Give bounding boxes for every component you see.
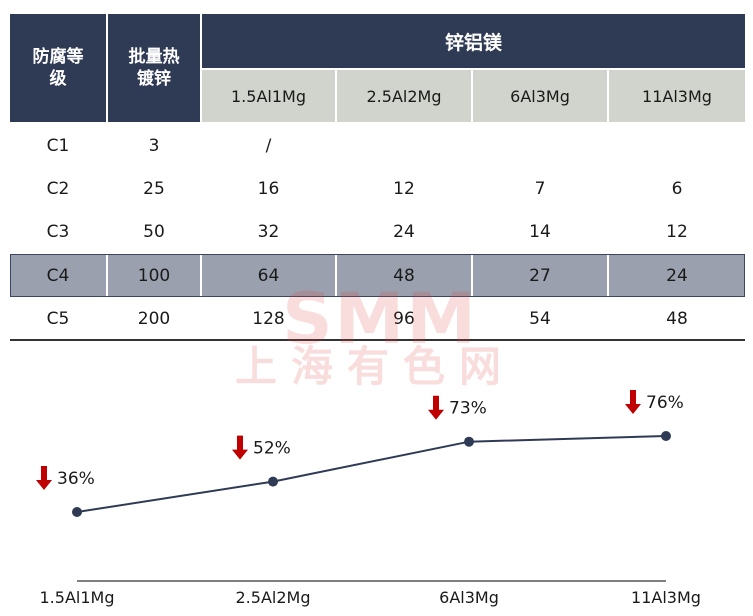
header-alloy-3: 6Al3Mg: [473, 70, 607, 122]
header-alloy-4-label: 11Al3Mg: [642, 86, 712, 106]
table-cell: C4: [46, 265, 70, 286]
x-tick-label: 2.5Al2Mg: [236, 588, 311, 607]
ratio-line-chart: 36% 1.5Al1Mg 52% 2.5Al2Mg 73% 6Al3Mg 76% 11Al3M…: [36, 390, 701, 607]
table-cell: 27: [529, 265, 551, 286]
data-point: [661, 431, 671, 441]
corrosion-table: 防腐等级 批量热镀锌 锌铝镁 1.5Al1Mg 2.5Al2Mg 6Al3Mg …: [10, 14, 745, 341]
table-bottom-border: [10, 339, 745, 341]
row-separator: [607, 255, 609, 296]
data-point: [72, 507, 82, 517]
table-cell: 100: [137, 265, 171, 286]
down-arrow-icon: [428, 395, 444, 420]
header-corrosion-grade: 防腐等级: [10, 14, 106, 122]
x-tick-label: 1.5Al1Mg: [40, 588, 115, 607]
row-separator: [106, 255, 108, 296]
table-cell: C3: [46, 221, 70, 242]
x-tick-label: 11Al3Mg: [631, 588, 701, 607]
table-cell: 128: [252, 308, 285, 329]
header-alloy-4: 11Al3Mg: [609, 70, 745, 122]
table-cell: 7: [534, 178, 546, 199]
table-cell: 50: [143, 221, 165, 242]
down-arrow-icon: [625, 390, 641, 414]
table-cell: 48: [666, 308, 688, 329]
header-alloy-1: 1.5Al1Mg: [202, 70, 335, 122]
header-alloy-2-label: 2.5Al2Mg: [366, 86, 442, 106]
table-cell: 24: [393, 221, 415, 242]
table-cell: 12: [393, 178, 415, 199]
data-point: [268, 476, 278, 487]
table-cell: 16: [257, 178, 280, 199]
down-arrow-icon: [232, 435, 248, 460]
table-cell: 96: [393, 308, 415, 329]
data-point: [464, 436, 474, 447]
table-cell: [337, 124, 471, 167]
header-alloy-2: 2.5Al2Mg: [337, 70, 471, 122]
watermark-logo: SMM: [282, 278, 478, 360]
table-cell: 25: [143, 178, 165, 199]
table-cell: C2: [46, 178, 70, 199]
table-cell: [473, 124, 607, 167]
row-separator: [200, 255, 202, 296]
table-cell: 48: [393, 265, 415, 286]
row-separator: [471, 255, 473, 296]
table-cell: 32: [257, 221, 280, 242]
table-cell: 12: [666, 221, 688, 242]
table-cell: C5: [46, 308, 70, 329]
header-zn-al-mg-label: 锌铝镁: [444, 31, 502, 54]
down-arrow-icon: [36, 466, 52, 490]
series-line: [76, 435, 667, 513]
header-corrosion-grade-label: 防腐等级: [32, 47, 84, 89]
header-batch-galvanizing: 批量热镀锌: [108, 14, 200, 122]
table-cell: 3: [148, 135, 160, 156]
watermark-text: 上海有色网: [234, 342, 515, 391]
table-cell: 64: [257, 265, 280, 286]
header-batch-galvanizing-label: 批量热镀锌: [128, 47, 180, 89]
table-cell: /: [265, 135, 272, 156]
data-label: 76%: [646, 393, 684, 413]
data-label: 36%: [57, 469, 95, 489]
highlight-row-c4: [10, 254, 745, 297]
header-zn-al-mg-group: 锌铝镁: [202, 14, 745, 68]
table-cell: 24: [666, 265, 688, 286]
table-cell: 200: [137, 308, 171, 329]
header-alloy-3-label: 6Al3Mg: [510, 86, 570, 106]
table-cell: 54: [529, 308, 551, 329]
header-alloy-1-label: 1.5Al1Mg: [231, 86, 306, 106]
data-label: 73%: [449, 399, 487, 419]
row-separator: [335, 255, 337, 296]
table-cell: C1: [46, 135, 70, 156]
data-label: 52%: [253, 439, 291, 459]
x-tick-label: 6Al3Mg: [439, 588, 499, 607]
table-cell: 14: [529, 221, 551, 242]
table-cell: [609, 124, 745, 167]
table-cell: 6: [671, 178, 683, 199]
